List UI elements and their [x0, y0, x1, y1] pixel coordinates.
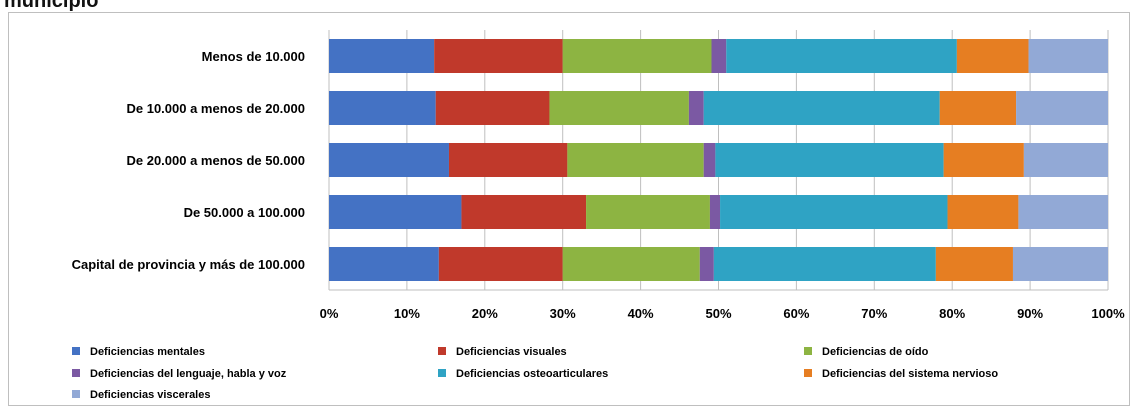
bar-segment — [947, 195, 1019, 229]
x-tick-label: 10% — [394, 306, 420, 321]
legend-label: Deficiencias del lenguaje, habla y voz — [90, 368, 287, 380]
category-label: Capital de provincia y más de 100.000 — [72, 257, 305, 272]
legend-swatch — [72, 369, 80, 377]
legend-swatch — [438, 347, 446, 355]
bar-segment — [1023, 143, 1108, 177]
bar-segment — [1018, 195, 1108, 229]
legend-swatch — [804, 369, 812, 377]
x-tick-label: 70% — [861, 306, 887, 321]
bar-segment — [435, 91, 550, 125]
x-tick-label: 80% — [939, 306, 965, 321]
bar-segment — [329, 195, 462, 229]
bar-segment — [720, 195, 948, 229]
legend-label: Deficiencias viscerales — [90, 389, 210, 401]
bar-segment — [438, 247, 563, 281]
bar-segment — [434, 39, 563, 73]
bar-segment — [567, 143, 704, 177]
bar-segment — [688, 91, 704, 125]
legend-label: Deficiencias osteoarticulares — [456, 368, 608, 380]
bar-segment — [1028, 39, 1108, 73]
legend: Deficiencias mentales Deficiencias visual… — [72, 346, 998, 401]
legend-swatch — [72, 390, 80, 398]
legend-label: Deficiencias de oído — [822, 346, 929, 358]
bar-segment — [562, 247, 700, 281]
category-label: De 10.000 a menos de 20.000 — [126, 101, 305, 116]
bar-segment — [329, 247, 439, 281]
legend-label: Deficiencias del sistema nervioso — [822, 368, 998, 380]
x-tick-label: 100% — [1091, 306, 1125, 321]
bar-segment — [562, 39, 712, 73]
category-label: Menos de 10.000 — [202, 49, 305, 64]
bar-segment — [713, 247, 936, 281]
bar-segment — [329, 39, 435, 73]
legend-swatch — [804, 347, 812, 355]
category-labels: Menos de 10.000 De 10.000 a menos de 20.0… — [72, 49, 305, 272]
bar-segment — [939, 91, 1017, 125]
legend-swatch — [72, 347, 80, 355]
bar-segment — [703, 143, 716, 177]
bar-segment — [703, 91, 940, 125]
bar-segment — [461, 195, 587, 229]
bar-segment — [1012, 247, 1108, 281]
bar-segment — [943, 143, 1024, 177]
bar-segment — [699, 247, 714, 281]
bar-segment — [329, 91, 436, 125]
page-heading: municipio — [4, 0, 99, 12]
bar-segment — [726, 39, 957, 73]
bar-segment — [709, 195, 721, 229]
bar-segment — [448, 143, 568, 177]
x-tick-label: 20% — [472, 306, 498, 321]
bars — [329, 39, 1108, 281]
category-label: De 20.000 a menos de 50.000 — [126, 153, 305, 168]
bar-segment — [549, 91, 689, 125]
x-tick-label: 90% — [1017, 306, 1043, 321]
x-tick-label: 60% — [783, 306, 809, 321]
bar-segment — [956, 39, 1029, 73]
legend-label: Deficiencias visuales — [456, 346, 567, 358]
bar-segment — [586, 195, 710, 229]
legend-label: Deficiencias mentales — [90, 346, 205, 358]
x-tick-label: 0% — [320, 306, 339, 321]
bar-segment — [711, 39, 727, 73]
x-tick-label: 40% — [628, 306, 654, 321]
bar-segment — [715, 143, 944, 177]
bar-segment — [1016, 91, 1108, 125]
bar-segment — [935, 247, 1013, 281]
x-tick-label: 30% — [550, 306, 576, 321]
x-tick-label: 50% — [705, 306, 731, 321]
legend-swatch — [438, 369, 446, 377]
category-label: De 50.000 a 100.000 — [184, 205, 305, 220]
x-axis-ticks: 0% 10% 20% 30% 40% 50% 60% 70% 80% 90% 100% — [320, 306, 1125, 321]
bar-segment — [329, 143, 449, 177]
